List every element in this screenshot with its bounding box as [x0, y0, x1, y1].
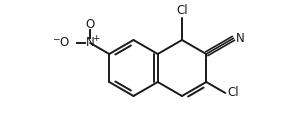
Text: N: N — [236, 31, 245, 44]
Text: Cl: Cl — [227, 87, 239, 99]
Text: Cl: Cl — [176, 4, 188, 17]
Text: O: O — [86, 18, 95, 31]
Text: +: + — [92, 34, 99, 43]
Text: O: O — [59, 36, 68, 50]
Text: N: N — [86, 36, 95, 50]
Text: −: − — [52, 34, 60, 43]
